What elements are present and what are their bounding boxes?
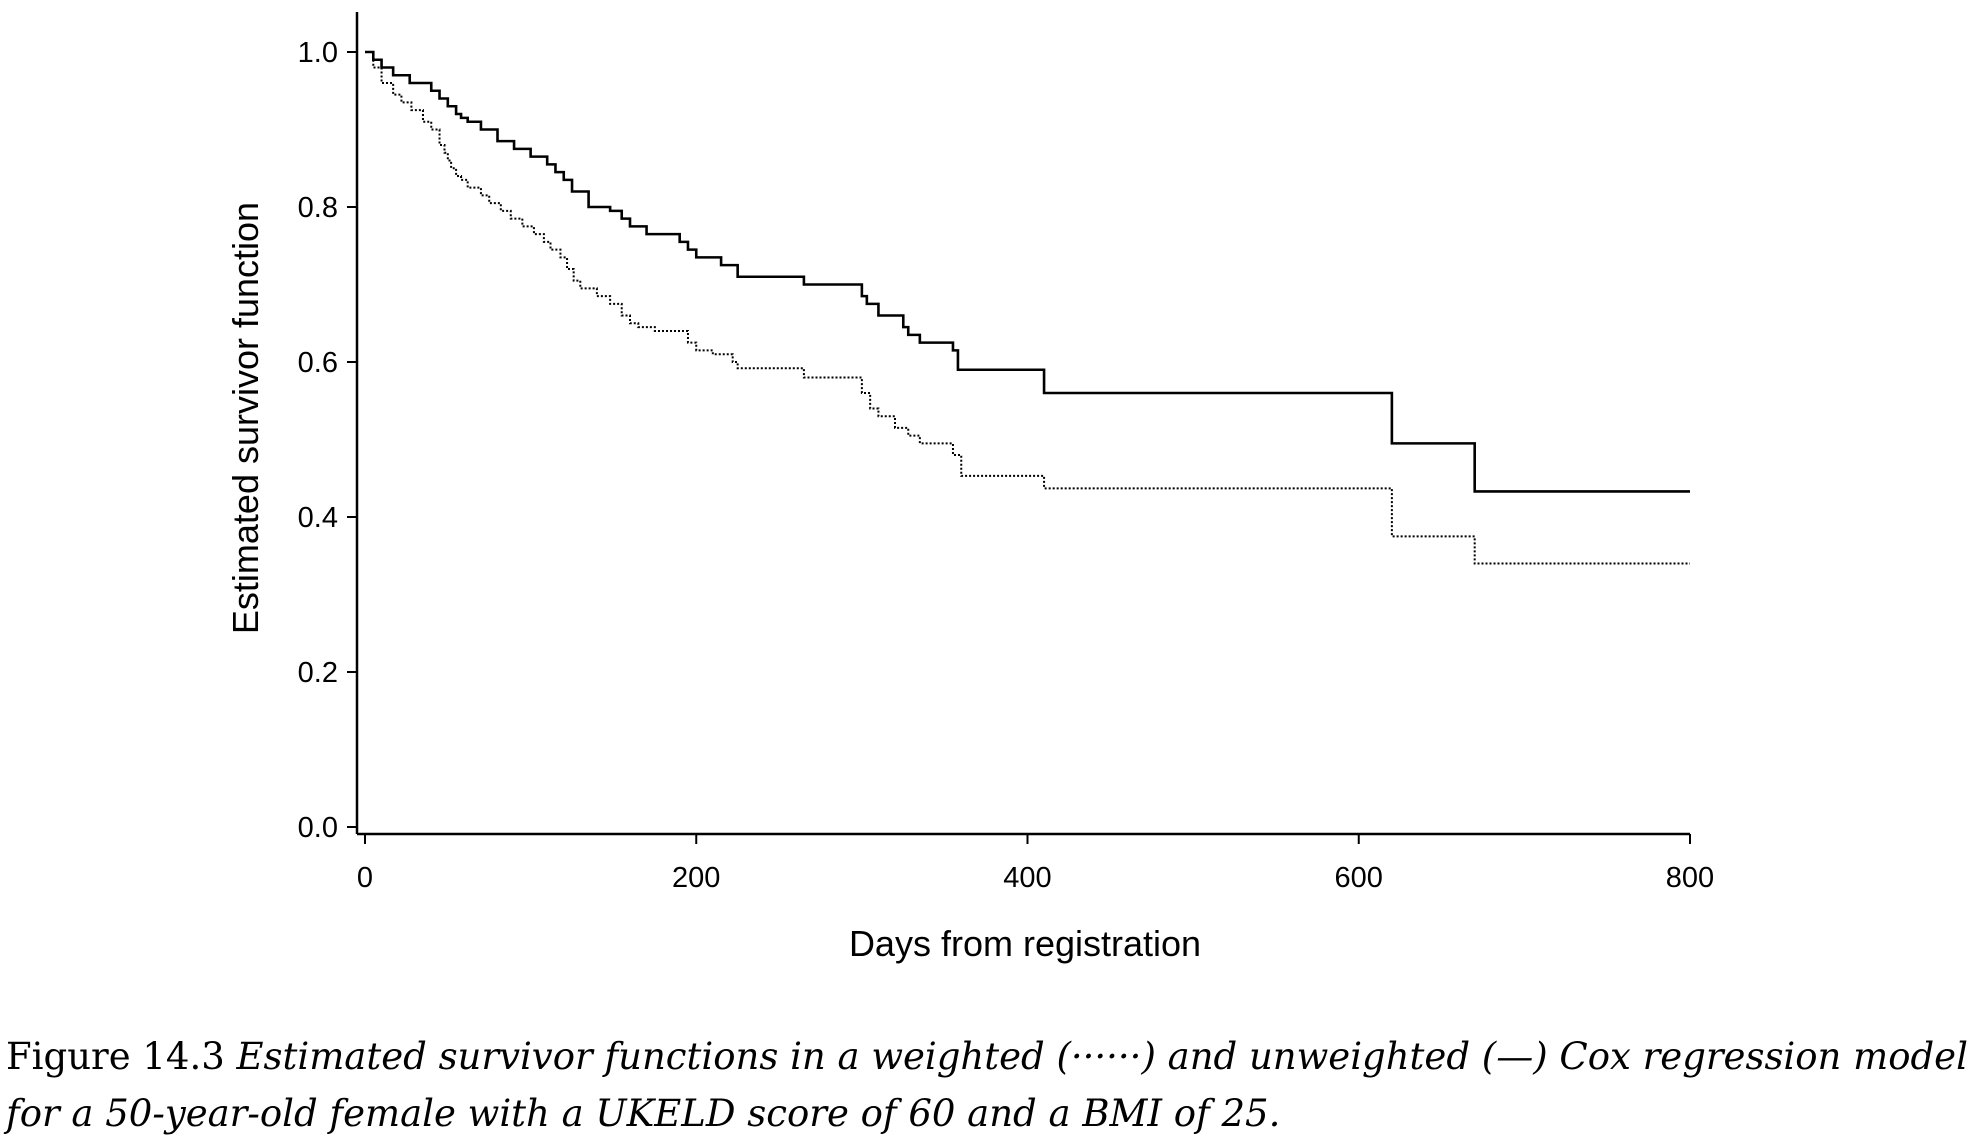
y-axis-title: Estimated survivor function: [225, 202, 266, 634]
y-tick-label: 0.6: [298, 347, 338, 379]
caption-label: Figure 14.3: [6, 1035, 225, 1078]
y-ticks: 0.0 0.2 0.4 0.6 0.8 1.0: [298, 37, 357, 844]
y-tick-label: 0.0: [298, 812, 338, 844]
series-layer: [365, 50, 1690, 565]
x-tick-label: 600: [1335, 862, 1383, 894]
weighted-survivor-curve: [365, 51, 1690, 565]
figure-caption: Figure 14.3 Estimated survivor functions…: [6, 1028, 1981, 1142]
caption-text: Estimated survivor functions in a weight…: [6, 1035, 1968, 1135]
y-tick-label: 0.4: [298, 502, 338, 534]
x-tick-label: 0: [357, 862, 373, 894]
y-tick-label: 1.0: [298, 37, 338, 69]
y-tick-label: 0.2: [298, 657, 338, 689]
axes: [355, 12, 1690, 836]
x-tick-label: 800: [1666, 862, 1714, 894]
unweighted-survivor-curve: [365, 50, 1690, 493]
x-tick-label: 200: [672, 862, 720, 894]
survivor-function-chart: 0.0 0.2 0.4 0.6 0.8 1.0 0 200 400 600 800 Days fr…: [225, 12, 1714, 964]
y-tick-label: 0.8: [298, 192, 338, 224]
x-ticks: 0 200 400 600 800: [357, 834, 1714, 894]
x-tick-label: 400: [1003, 862, 1051, 894]
x-axis-title: Days from registration: [849, 923, 1201, 964]
